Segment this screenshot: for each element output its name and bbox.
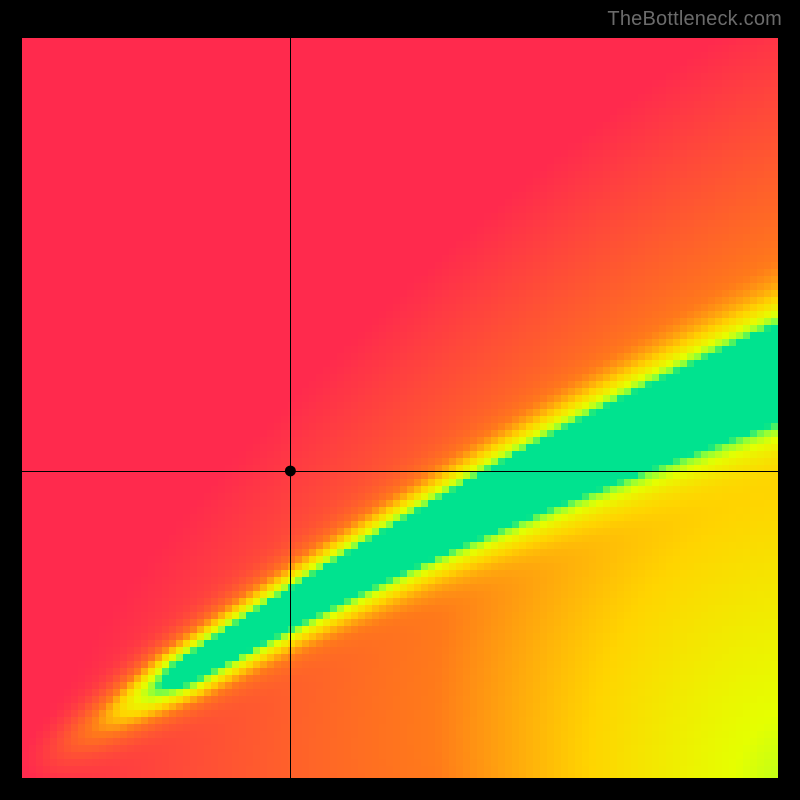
chart-container: TheBottleneck.com — [0, 0, 800, 800]
watermark-text: TheBottleneck.com — [607, 8, 782, 31]
plot-area — [22, 38, 778, 778]
heatmap-canvas — [22, 38, 778, 778]
